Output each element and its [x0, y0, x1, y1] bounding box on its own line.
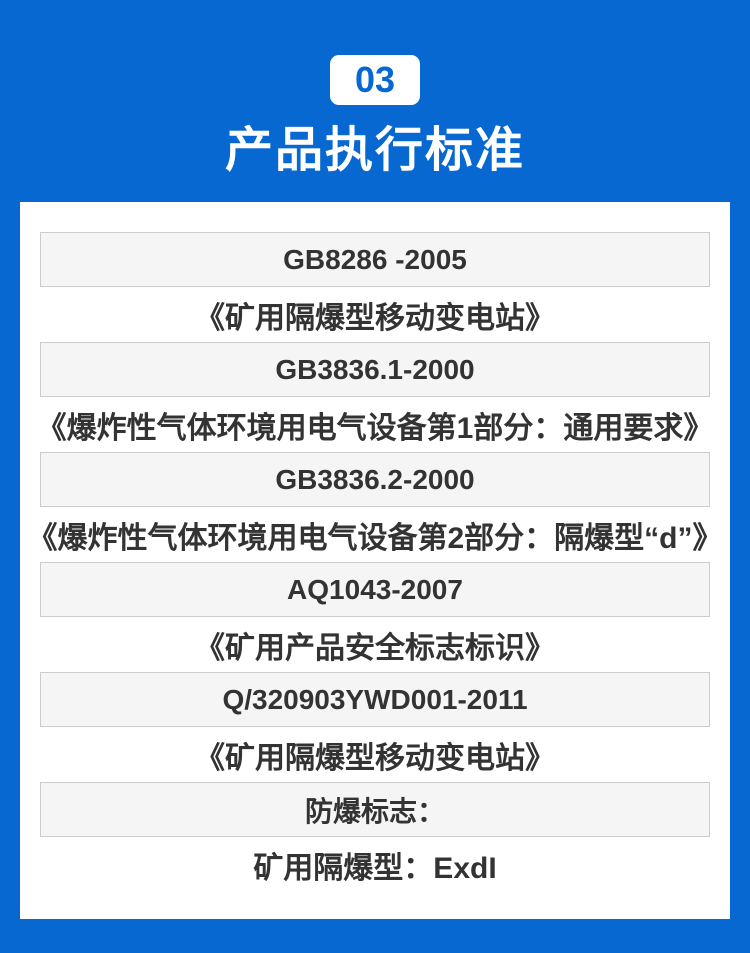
- standards-list: GB8286 -2005 《矿用隔爆型移动变电站》 GB3836.1-2000 《爆炸…: [28, 232, 723, 892]
- section-number-badge: 03: [330, 55, 420, 105]
- standard-code-row: 防爆标志：: [40, 782, 710, 837]
- standard-code-row: GB3836.1-2000: [40, 342, 710, 397]
- standard-code-row: AQ1043-2007: [40, 562, 710, 617]
- standard-code-row: Q/320903YWD001-2011: [40, 672, 710, 727]
- standard-desc-row: 《矿用隔爆型移动变电站》: [40, 287, 710, 342]
- standard-desc-row: 《爆炸性气体环境用电气设备第1部分：通用要求》: [37, 397, 713, 452]
- page-title: 产品执行标准: [224, 124, 525, 177]
- standard-desc-row: 矿用隔爆型：ExdI: [40, 837, 710, 892]
- standard-code-row: GB8286 -2005: [40, 232, 710, 287]
- standard-desc-row: 《矿用隔爆型移动变电站》: [40, 727, 710, 782]
- standard-code-row: GB3836.2-2000: [40, 452, 710, 507]
- section-header: 03 产品执行标准: [0, 0, 750, 181]
- standards-card: GB8286 -2005 《矿用隔爆型移动变电站》 GB3836.1-2000 《爆炸…: [20, 202, 730, 919]
- standard-desc-row: 《矿用产品安全标志标识》: [40, 617, 710, 672]
- standard-desc-row: 《爆炸性气体环境用电气设备第2部分：隔爆型“d”》: [28, 507, 723, 562]
